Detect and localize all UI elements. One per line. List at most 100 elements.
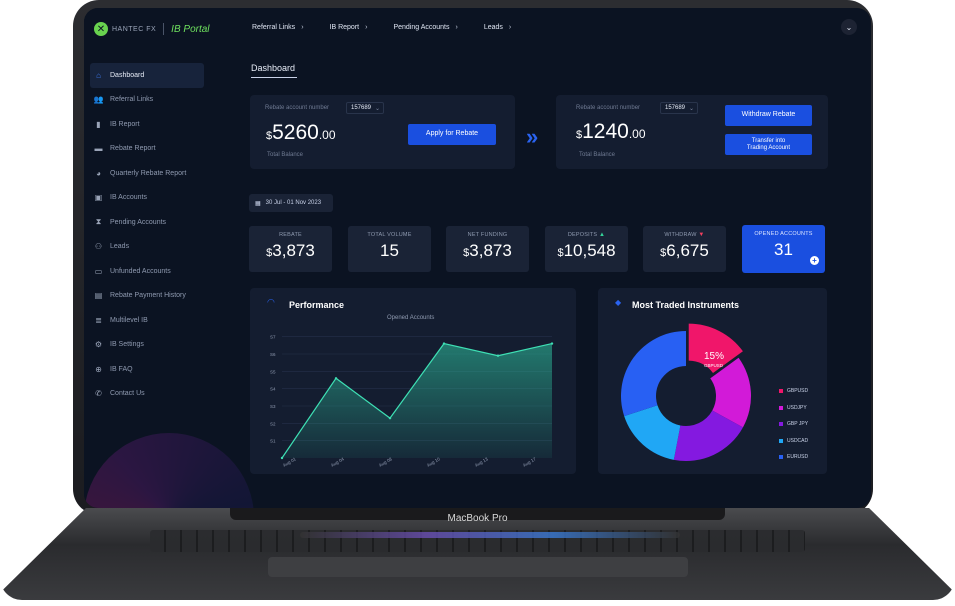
- stat-card-opened-accounts[interactable]: OPENED ACCOUNTS 31 +: [742, 225, 825, 273]
- sidebar-item-ib-report[interactable]: ▮ IB Report: [90, 112, 204, 137]
- sidebar-item-label: IB Report: [110, 120, 140, 128]
- chevron-right-icon: ›: [301, 24, 304, 31]
- stat-number: 3,873: [272, 241, 315, 260]
- stat-label: WITHDRAW: [664, 232, 697, 238]
- y-tick-label: S4: [270, 387, 276, 392]
- transfer-button-line1: Transfer into: [751, 137, 786, 144]
- legend-swatch: [779, 389, 783, 393]
- currency-symbol: $: [660, 247, 667, 259]
- withdraw-rebate-button[interactable]: Withdraw Rebate: [725, 105, 812, 126]
- currency-symbol: $: [557, 247, 564, 259]
- sidebar-item-ib-accounts[interactable]: ▣ IB Accounts: [90, 186, 204, 211]
- leads-icon: ⚇: [94, 242, 103, 252]
- transfer-to-trading-account-button[interactable]: Transfer into Trading Account: [725, 134, 812, 155]
- transfer-button-line2: Trading Account: [746, 144, 791, 151]
- rebate-account-select[interactable]: 157689 ⌄: [346, 102, 384, 114]
- page-title: Dashboard: [251, 63, 296, 73]
- currency-symbol: $: [266, 247, 273, 259]
- sidebar-item-label: Pending Accounts: [110, 218, 167, 226]
- amount-decimal: .00: [318, 128, 336, 142]
- sidebar-item-contact-us[interactable]: ✆ Contact Us: [90, 382, 204, 407]
- data-point: [388, 416, 392, 420]
- rebate-card-left: Rebate account number 157689 ⌄ $5260.00 …: [250, 95, 515, 169]
- currency-symbol: $: [463, 247, 470, 259]
- date-range-picker[interactable]: ▦ 30 Jul - 01 Nov 2023: [249, 194, 333, 212]
- logo-mark-icon: ✕: [94, 22, 108, 36]
- stat-value: $6,675: [643, 241, 726, 261]
- laptop-hinge: [230, 508, 725, 520]
- stat-number: 15: [380, 241, 399, 260]
- instruments-donut-chart: 15%GBPUSD: [621, 323, 751, 461]
- accounts-icon: ▣: [94, 193, 103, 203]
- gauge-icon: ◠: [267, 297, 275, 307]
- sidebar-item-ib-settings[interactable]: ⚙ IB Settings: [90, 333, 204, 358]
- stat-value: 31: [742, 240, 825, 260]
- instruments-icon: ◆: [615, 298, 622, 307]
- sidebar-item-rebate-report[interactable]: ▬ Rebate Report: [90, 137, 204, 162]
- data-point: [496, 354, 500, 357]
- total-balance-label: Total Balance: [579, 152, 616, 158]
- topnav-label: Referral Links: [252, 24, 296, 31]
- sidebar-item-pending-accounts[interactable]: ⧗ Pending Accounts: [90, 210, 204, 235]
- history-icon: ▤: [94, 291, 103, 301]
- panel-title: Performance: [289, 300, 345, 310]
- series-line: [281, 342, 553, 459]
- amount-integer: 1240: [582, 120, 629, 143]
- x-tick-label: Aug 08: [378, 456, 393, 468]
- performance-chart: S1 S2 S3 S4 S5 S6 S7 Aug 01 Aug 04 Aug 08 Aug 10 Au…: [270, 335, 554, 468]
- sidebar-item-leads[interactable]: ⚇ Leads: [90, 235, 204, 260]
- stat-label: OPENED ACCOUNTS: [754, 231, 813, 237]
- x-tick-label: Aug 17: [522, 456, 537, 468]
- topnav-item-pending-accounts[interactable]: Pending Accounts ›: [393, 24, 457, 31]
- sidebar-item-rebate-payment-history[interactable]: ▤ Rebate Payment History: [90, 284, 204, 309]
- rebate-account-select[interactable]: 157689 ⌄: [660, 102, 698, 114]
- phone-icon: ✆: [95, 389, 102, 399]
- sidebar-item-label: IB FAQ: [110, 365, 133, 373]
- sidebar-item-quarterly-rebate-report[interactable]: ◕ Quarterly Rebate Report: [90, 161, 204, 186]
- amount-decimal: .00: [628, 127, 646, 141]
- date-range-label: 30 Jul - 01 Nov 2023: [265, 200, 322, 206]
- stat-label-row: DEPOSITS ▲: [545, 232, 628, 238]
- x-tick-label: Aug 04: [330, 456, 345, 468]
- logo-text: HANTEC FX: [112, 25, 157, 33]
- sidebar-item-unfunded-accounts[interactable]: ▭ Unfunded Accounts: [90, 259, 204, 284]
- sidebar-item-label: Quarterly Rebate Report: [110, 169, 187, 177]
- sidebar-nav: ⌂ Dashboard 👥 Referral Links ▮ IB Report…: [90, 63, 204, 406]
- area-fill: [282, 343, 552, 458]
- topnav-label: Pending Accounts: [393, 24, 450, 31]
- stat-value: $10,548: [545, 241, 628, 261]
- gear-icon: ⚙: [94, 340, 103, 350]
- rebate-account-value: 157689: [351, 105, 372, 111]
- stat-card-withdraw: WITHDRAW ▼ $6,675: [643, 226, 726, 272]
- add-account-button[interactable]: +: [810, 256, 819, 265]
- legend-item: GBP JPY: [779, 421, 808, 427]
- total-balance-label: Total Balance: [267, 152, 304, 158]
- legend-swatch: [779, 438, 783, 443]
- legend-item: USDCAD: [779, 438, 808, 444]
- topnav-item-leads[interactable]: Leads ›: [484, 24, 511, 31]
- stat-value: $3,873: [249, 241, 332, 261]
- background-decoration: [84, 433, 254, 508]
- sidebar-item-label: IB Settings: [110, 341, 144, 349]
- sidebar-item-label: Leads: [110, 243, 130, 251]
- sidebar-item-ib-faq[interactable]: ⊕ IB FAQ: [90, 357, 204, 382]
- total-balance-amount: $1240.00: [576, 120, 646, 144]
- topnav-item-ib-report[interactable]: IB Report ›: [330, 24, 368, 31]
- sidebar-item-multilevel-ib[interactable]: ≣ Multilevel IB: [90, 308, 204, 333]
- y-tick-label: S2: [270, 421, 276, 426]
- apply-for-rebate-button[interactable]: Apply for Rebate: [408, 124, 496, 145]
- rebate-account-value: 157689: [665, 105, 686, 111]
- instruments-panel: ◆ Most Traded Instruments 15% GBPUSD GBPU…: [598, 288, 827, 474]
- sidebar-item-referral-links[interactable]: 👥 Referral Links: [90, 88, 204, 113]
- data-point: [280, 456, 284, 460]
- brand-logo[interactable]: ✕ HANTEC FX IB Portal: [94, 22, 210, 36]
- trackpad: [268, 557, 688, 577]
- legend-item: USDJPY: [779, 405, 807, 411]
- chevron-down-icon: ⌄: [374, 105, 380, 112]
- wallet-icon: ▭: [94, 266, 103, 276]
- stat-number: 10,548: [563, 241, 616, 260]
- sidebar-item-dashboard[interactable]: ⌂ Dashboard: [90, 63, 204, 88]
- panel-title: Most Traded Instruments: [632, 300, 740, 310]
- user-menu-button[interactable]: ⌄: [841, 19, 857, 35]
- topnav-item-referral-links[interactable]: Referral Links ›: [252, 24, 304, 31]
